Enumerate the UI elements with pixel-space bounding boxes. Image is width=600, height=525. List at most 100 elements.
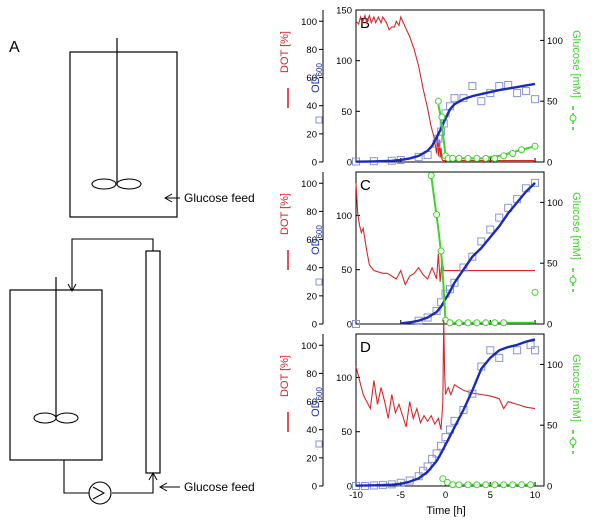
panel-b-dot-tick-label: 0 bbox=[312, 158, 317, 169]
panel-d-od-point bbox=[459, 406, 468, 414]
panel-d-od-point bbox=[495, 353, 504, 362]
x-axis-label: Time [h] bbox=[426, 505, 465, 517]
panel-d-glucose-point bbox=[455, 481, 463, 489]
panel-b-glucose-point bbox=[455, 154, 463, 162]
panel-b-glucose-point bbox=[449, 154, 457, 162]
panel-d-x-tick-label: -5 bbox=[397, 490, 405, 501]
panel-b-dot-label: DOT [%] bbox=[279, 31, 291, 73]
panel-c-glucose-point bbox=[427, 172, 435, 180]
panel-b-glucose-point bbox=[434, 97, 442, 105]
panel-b-glucose-legend-marker bbox=[569, 114, 577, 122]
panel-b-glucose-point bbox=[500, 152, 508, 160]
impeller-blade-right-bottom bbox=[55, 412, 79, 424]
panel-c-od-tick-label: 0 bbox=[347, 320, 352, 331]
panel-c-dot-tick-label: 80 bbox=[306, 207, 317, 218]
panel-b-dot-tick-label: 60 bbox=[306, 73, 317, 84]
panel-b-glucose-point bbox=[518, 146, 526, 154]
panel-d-glucose-tick-label: 100 bbox=[547, 360, 563, 371]
panel-d-glucose-point bbox=[518, 481, 526, 489]
panel-c-od-tick-label: 50 bbox=[341, 265, 352, 276]
panel-b-od-legend-marker bbox=[315, 116, 323, 124]
panel-b-od-point bbox=[468, 82, 477, 90]
panel-b-od-point bbox=[513, 89, 522, 98]
panel-b-dot-tick-label: 40 bbox=[306, 101, 317, 112]
panel-c-chart: 0 20 40 60 80 100 DOT [%] 0 50 100 OD600 0 50 100 Gluc… bbox=[279, 171, 582, 331]
panel-d-dot-tick-label: 40 bbox=[306, 425, 317, 436]
panel-b-glucose-point bbox=[482, 154, 490, 162]
panel-c-od-point bbox=[450, 278, 459, 287]
panel-c-dot-tick-label: 60 bbox=[306, 235, 317, 246]
panel-d-glucose-tick-label: 0 bbox=[547, 482, 552, 493]
panel-d-dot-label: DOT [%] bbox=[279, 355, 291, 397]
panel-d-glucose-legend-marker bbox=[569, 438, 577, 446]
panel-b-od-label: OD600 bbox=[310, 63, 324, 93]
panel-c-dot-label: DOT [%] bbox=[279, 193, 291, 235]
panel-c-dot-tick-label: 100 bbox=[301, 179, 317, 190]
panel-d-od-tick-label: 100 bbox=[336, 373, 352, 384]
panel-b-glucose-point bbox=[464, 154, 472, 162]
panel-d-x-tick-label: 5 bbox=[488, 490, 493, 501]
panel-c-od-point bbox=[468, 252, 477, 261]
return-tubing bbox=[71, 238, 154, 290]
panel-b-frame bbox=[355, 9, 545, 163]
panel-d-od-fit-line bbox=[355, 338, 536, 487]
panel-c-od-point bbox=[486, 225, 495, 234]
panel-d-glucose-point bbox=[482, 481, 490, 489]
panel-c-od-point bbox=[495, 213, 504, 222]
panel-c-glucose-point bbox=[473, 319, 481, 327]
panel-d-glucose-point bbox=[473, 481, 481, 489]
panel-d-glucose-point bbox=[491, 481, 499, 489]
panel-d-frame bbox=[355, 333, 545, 487]
panel-b-od-point bbox=[477, 97, 486, 106]
panel-d-x-tick-label: 0 bbox=[443, 490, 448, 501]
panel-d-od-point bbox=[513, 346, 522, 355]
panel-c-glucose-point bbox=[531, 288, 539, 296]
panel-a: A Glucose feed Gl bbox=[9, 38, 255, 505]
panel-c-dot-tick-label: 40 bbox=[306, 263, 317, 274]
panel-b-label: B bbox=[360, 15, 370, 32]
panel-d-glucose-point bbox=[527, 481, 535, 489]
panel-c-od-tick-label: 100 bbox=[336, 211, 352, 222]
panel-d-od-point bbox=[531, 346, 540, 355]
panel-d-dot-tick-label: 60 bbox=[306, 397, 317, 408]
bioreactor-top bbox=[69, 51, 178, 218]
panel-b-glucose-point bbox=[509, 149, 517, 157]
pump-icon bbox=[88, 481, 112, 505]
panel-b-od-fit-line bbox=[355, 82, 536, 163]
panel-b-od-point bbox=[531, 95, 540, 104]
panel-b-od-point bbox=[522, 87, 531, 96]
panel-d-od-point bbox=[428, 454, 437, 463]
panel-b-glucose-tick-label: 0 bbox=[547, 158, 552, 169]
panel-d-x-tick-label: -10 bbox=[349, 490, 363, 501]
panel-c-dot-tick-label: 20 bbox=[306, 291, 317, 302]
panel-d-dot-tick-label: 100 bbox=[301, 341, 317, 352]
panel-b-od-tick-label: 50 bbox=[341, 107, 352, 118]
panel-c-od-label: OD600 bbox=[310, 225, 324, 255]
panel-d-od-point bbox=[486, 346, 495, 355]
panel-c-label: C bbox=[360, 177, 371, 194]
panel-c-dot-series bbox=[355, 183, 536, 287]
panel-c-glucose-point bbox=[433, 211, 441, 219]
panel-c-glucose-point bbox=[482, 319, 490, 327]
panel-d-glucose-label: Glucose [mM] bbox=[570, 354, 582, 422]
panel-b-glucose-point bbox=[438, 113, 446, 121]
outlet-tubing bbox=[63, 460, 89, 494]
panel-b-dot-tick-label: 100 bbox=[301, 17, 317, 28]
panel-b-glucose-label: Glucose [mM] bbox=[570, 30, 582, 98]
panel-b-od-point bbox=[450, 94, 459, 103]
panel-c-od-fit-line bbox=[400, 181, 536, 325]
panel-c-glucose-point bbox=[491, 319, 499, 327]
panel-c-od-point bbox=[531, 178, 540, 187]
panel-b-glucose-tick-label: 50 bbox=[547, 97, 558, 108]
panel-d-glucose-point bbox=[500, 481, 508, 489]
panel-d-glucose-point bbox=[509, 481, 517, 489]
panel-b-glucose-point bbox=[491, 154, 499, 162]
panel-c-od-legend-marker bbox=[315, 278, 323, 286]
panel-c-od-point bbox=[352, 320, 360, 328]
panel-d-dot-tick-label: 0 bbox=[312, 482, 317, 493]
panel-c-glucose-legend-marker bbox=[569, 276, 577, 284]
panel-c-glucose-point bbox=[464, 319, 472, 327]
panel-b-dot-series bbox=[355, 13, 536, 162]
panel-b-glucose-point bbox=[531, 142, 539, 150]
